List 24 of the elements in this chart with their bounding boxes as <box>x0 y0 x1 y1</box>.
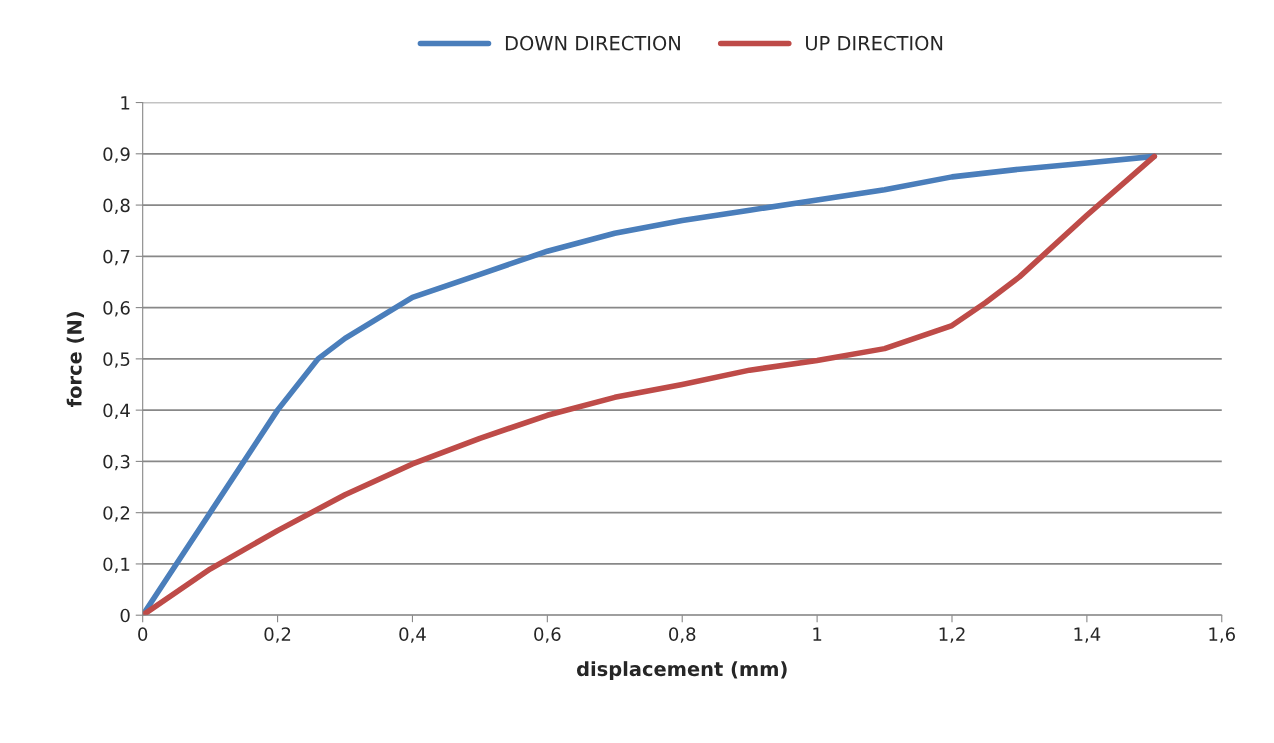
y-tick-label: 0,1 <box>103 557 130 573</box>
y-tick-label: 1 <box>121 96 130 110</box>
x-tick-label: 1,4 <box>1074 627 1101 643</box>
y-tick-label: 0,9 <box>103 147 130 163</box>
x-tick-label: 0 <box>138 627 148 641</box>
y-tick-label: 0,6 <box>103 301 130 317</box>
y-tick-label: 0,5 <box>103 352 130 368</box>
legend-label: UP DIRECTION <box>806 35 943 51</box>
x-tick-label: 0,2 <box>264 627 291 643</box>
y-tick-label: 0,2 <box>103 506 130 522</box>
x-tick-label: 1,2 <box>939 627 965 643</box>
x-tick-label: 0,6 <box>534 627 561 643</box>
x-tick-label: 1 <box>813 627 822 641</box>
x-tick-label: 0,8 <box>669 627 696 643</box>
y-tick-label: 0 <box>120 608 130 623</box>
x-axis-title: displacement (mm) <box>576 661 787 680</box>
y-tick-label: 0,8 <box>103 198 130 215</box>
y-tick-label: 0,7 <box>103 249 130 266</box>
x-tick-label: 0,4 <box>399 627 426 643</box>
x-tick-label: 1,6 <box>1209 627 1235 643</box>
y-tick-label: 0,3 <box>103 454 130 471</box>
y-tick-label: 0,4 <box>103 403 130 420</box>
legend-label: DOWN DIRECTION <box>505 35 680 51</box>
y-axis-title: force (N) <box>66 312 85 407</box>
